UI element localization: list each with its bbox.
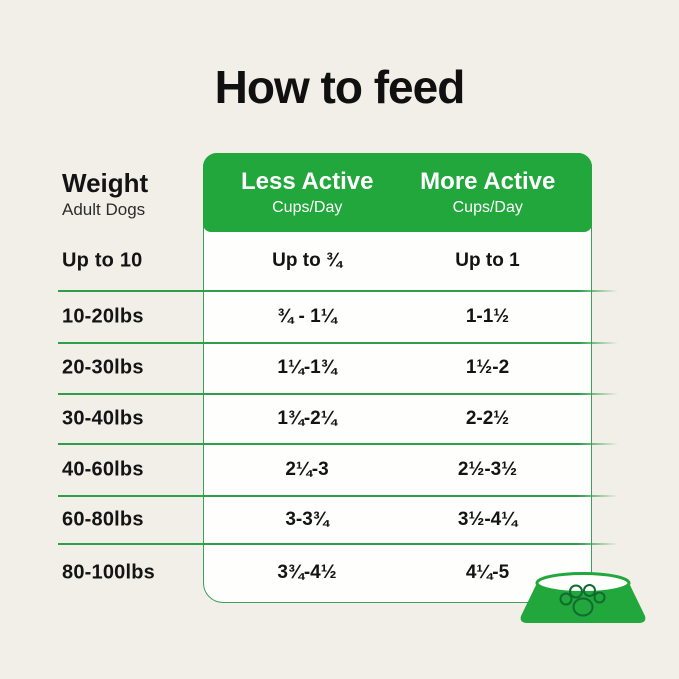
more-active-value: 2-2½: [465, 408, 510, 429]
weight-range-label: 10-20lbs: [62, 305, 144, 328]
weight-range-label: 60-80lbs: [62, 508, 144, 531]
table-row: 10-20lbs ¾ - 1¼ 1-1½: [0, 291, 679, 343]
page-title: How to feed: [214, 61, 466, 113]
table-row: 40-60lbs 2¼-3 2½-3½: [0, 444, 679, 496]
less-active-value: 3¾-4½: [277, 562, 337, 583]
less-active-value: 2¼-3: [285, 459, 329, 480]
column-header-label: Less Active: [240, 167, 374, 195]
more-active-value: Up to 1: [455, 250, 520, 271]
weight-range-label: Up to 10: [62, 249, 143, 272]
weight-header-subtitle: Adult Dogs: [62, 200, 146, 219]
weight-range-label: 30-40lbs: [62, 407, 144, 430]
weight-header-title: Weight: [62, 168, 149, 198]
row-divider: [58, 495, 618, 497]
weight-column-header: Weight Adult Dogs: [62, 168, 148, 221]
more-active-value: 1½-2: [465, 357, 510, 378]
more-active-value: 1-1½: [465, 306, 510, 327]
column-header-sublabel: Cups/Day: [272, 198, 343, 216]
weight-range-label: 20-30lbs: [62, 356, 144, 379]
less-active-value: Up to ¾: [272, 250, 342, 271]
column-header-sublabel: Cups/Day: [452, 198, 523, 216]
column-header-label: More Active: [420, 167, 556, 195]
table-row: Up to 10 Up to ¾ Up to 1: [0, 235, 679, 287]
table-row: 60-80lbs 3-3¾ 3½-4¼: [0, 494, 679, 546]
row-divider: [58, 393, 618, 395]
less-active-value: 1¾-2¼: [277, 408, 337, 429]
dog-bowl-paw-icon: [520, 572, 646, 623]
more-active-value: 4¼-5: [465, 562, 510, 583]
table-column-headers: Less Active Cups/Day More Active Cups/Da…: [203, 153, 592, 232]
row-divider: [58, 543, 618, 545]
less-active-value: 1¼-1¾: [277, 357, 337, 378]
table-row: 30-40lbs 1¾-2¼ 2-2½: [0, 393, 679, 445]
column-header-more-active: More Active Cups/Day: [398, 153, 593, 232]
table-row: 20-30lbs 1¼-1¾ 1½-2: [0, 342, 679, 394]
more-active-value: 2½-3½: [457, 459, 518, 480]
row-divider: [58, 443, 618, 445]
weight-range-label: 80-100lbs: [62, 561, 155, 584]
weight-range-label: 40-60lbs: [62, 458, 144, 481]
row-divider: [58, 290, 618, 292]
more-active-value: 3½-4¼: [457, 509, 518, 530]
less-active-value: 3-3¾: [285, 509, 329, 530]
less-active-value: ¾ - 1¼: [277, 306, 337, 327]
column-header-less-active: Less Active Cups/Day: [203, 153, 398, 232]
row-divider: [58, 342, 618, 344]
table-row: 80-100lbs 3¾-4½ 4¼-5: [0, 547, 679, 599]
